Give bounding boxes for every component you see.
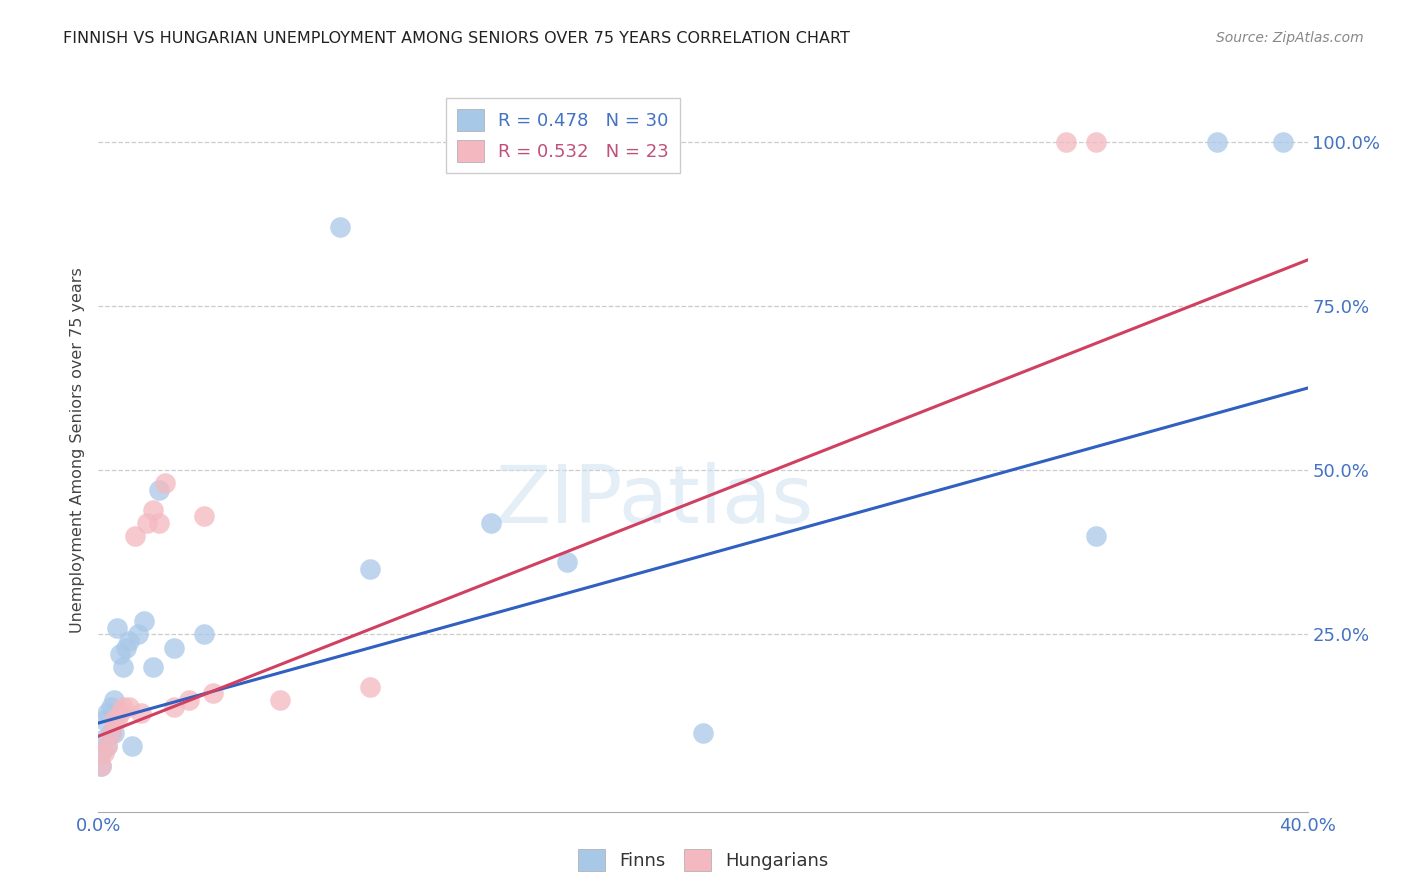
Point (1206, 135, 1229, 149)
Point (129, 706, 152, 721)
Point (142, 660, 165, 674)
Point (135, 516, 157, 530)
Legend: R = 0.478   N = 30, R = 0.532   N = 23: R = 0.478 N = 30, R = 0.532 N = 23 (446, 98, 681, 173)
Point (105, 713, 128, 727)
Point (111, 660, 134, 674)
Point (329, 220, 352, 235)
Point (103, 713, 125, 727)
Point (360, 680, 382, 694)
Point (114, 640, 136, 655)
Point (93, 713, 115, 727)
Point (96, 706, 118, 721)
Point (163, 699, 186, 714)
Point (148, 483, 170, 497)
Point (90, 758, 112, 772)
Text: FINNISH VS HUNGARIAN UNEMPLOYMENT AMONG SENIORS OVER 75 YEARS CORRELATION CHART: FINNISH VS HUNGARIAN UNEMPLOYMENT AMONG … (63, 31, 851, 46)
Y-axis label: Unemployment Among Seniors over 75 years: Unemployment Among Seniors over 75 years (70, 268, 86, 633)
Point (1054, 135, 1077, 149)
Point (193, 509, 215, 524)
Point (105, 621, 128, 635)
Point (1085, 529, 1108, 543)
Point (90, 746, 112, 760)
Point (1272, 135, 1295, 149)
Point (108, 647, 131, 661)
Point (103, 726, 125, 740)
Point (481, 516, 503, 530)
Point (118, 699, 141, 714)
Point (121, 739, 143, 753)
Point (90, 758, 112, 772)
Point (193, 627, 215, 641)
Legend: Finns, Hungarians: Finns, Hungarians (571, 842, 835, 879)
Point (100, 699, 122, 714)
Point (100, 726, 122, 740)
Text: ZIPatlas: ZIPatlas (495, 462, 814, 540)
Point (163, 640, 186, 655)
Point (103, 693, 125, 707)
Point (127, 627, 149, 641)
Point (142, 502, 165, 516)
Point (148, 516, 170, 530)
Point (118, 634, 141, 648)
Point (93, 732, 115, 747)
Point (269, 693, 291, 707)
Point (96, 739, 118, 753)
Point (93, 746, 115, 760)
Point (100, 726, 122, 740)
Point (1085, 135, 1108, 149)
Point (153, 476, 176, 491)
Point (360, 562, 382, 576)
Point (132, 614, 155, 628)
Point (96, 739, 118, 753)
Point (179, 693, 201, 707)
Point (111, 699, 134, 714)
Point (124, 529, 146, 543)
Text: Source: ZipAtlas.com: Source: ZipAtlas.com (1216, 31, 1364, 45)
Point (555, 555, 578, 569)
Point (202, 686, 225, 700)
Point (692, 726, 714, 740)
Point (108, 706, 131, 721)
